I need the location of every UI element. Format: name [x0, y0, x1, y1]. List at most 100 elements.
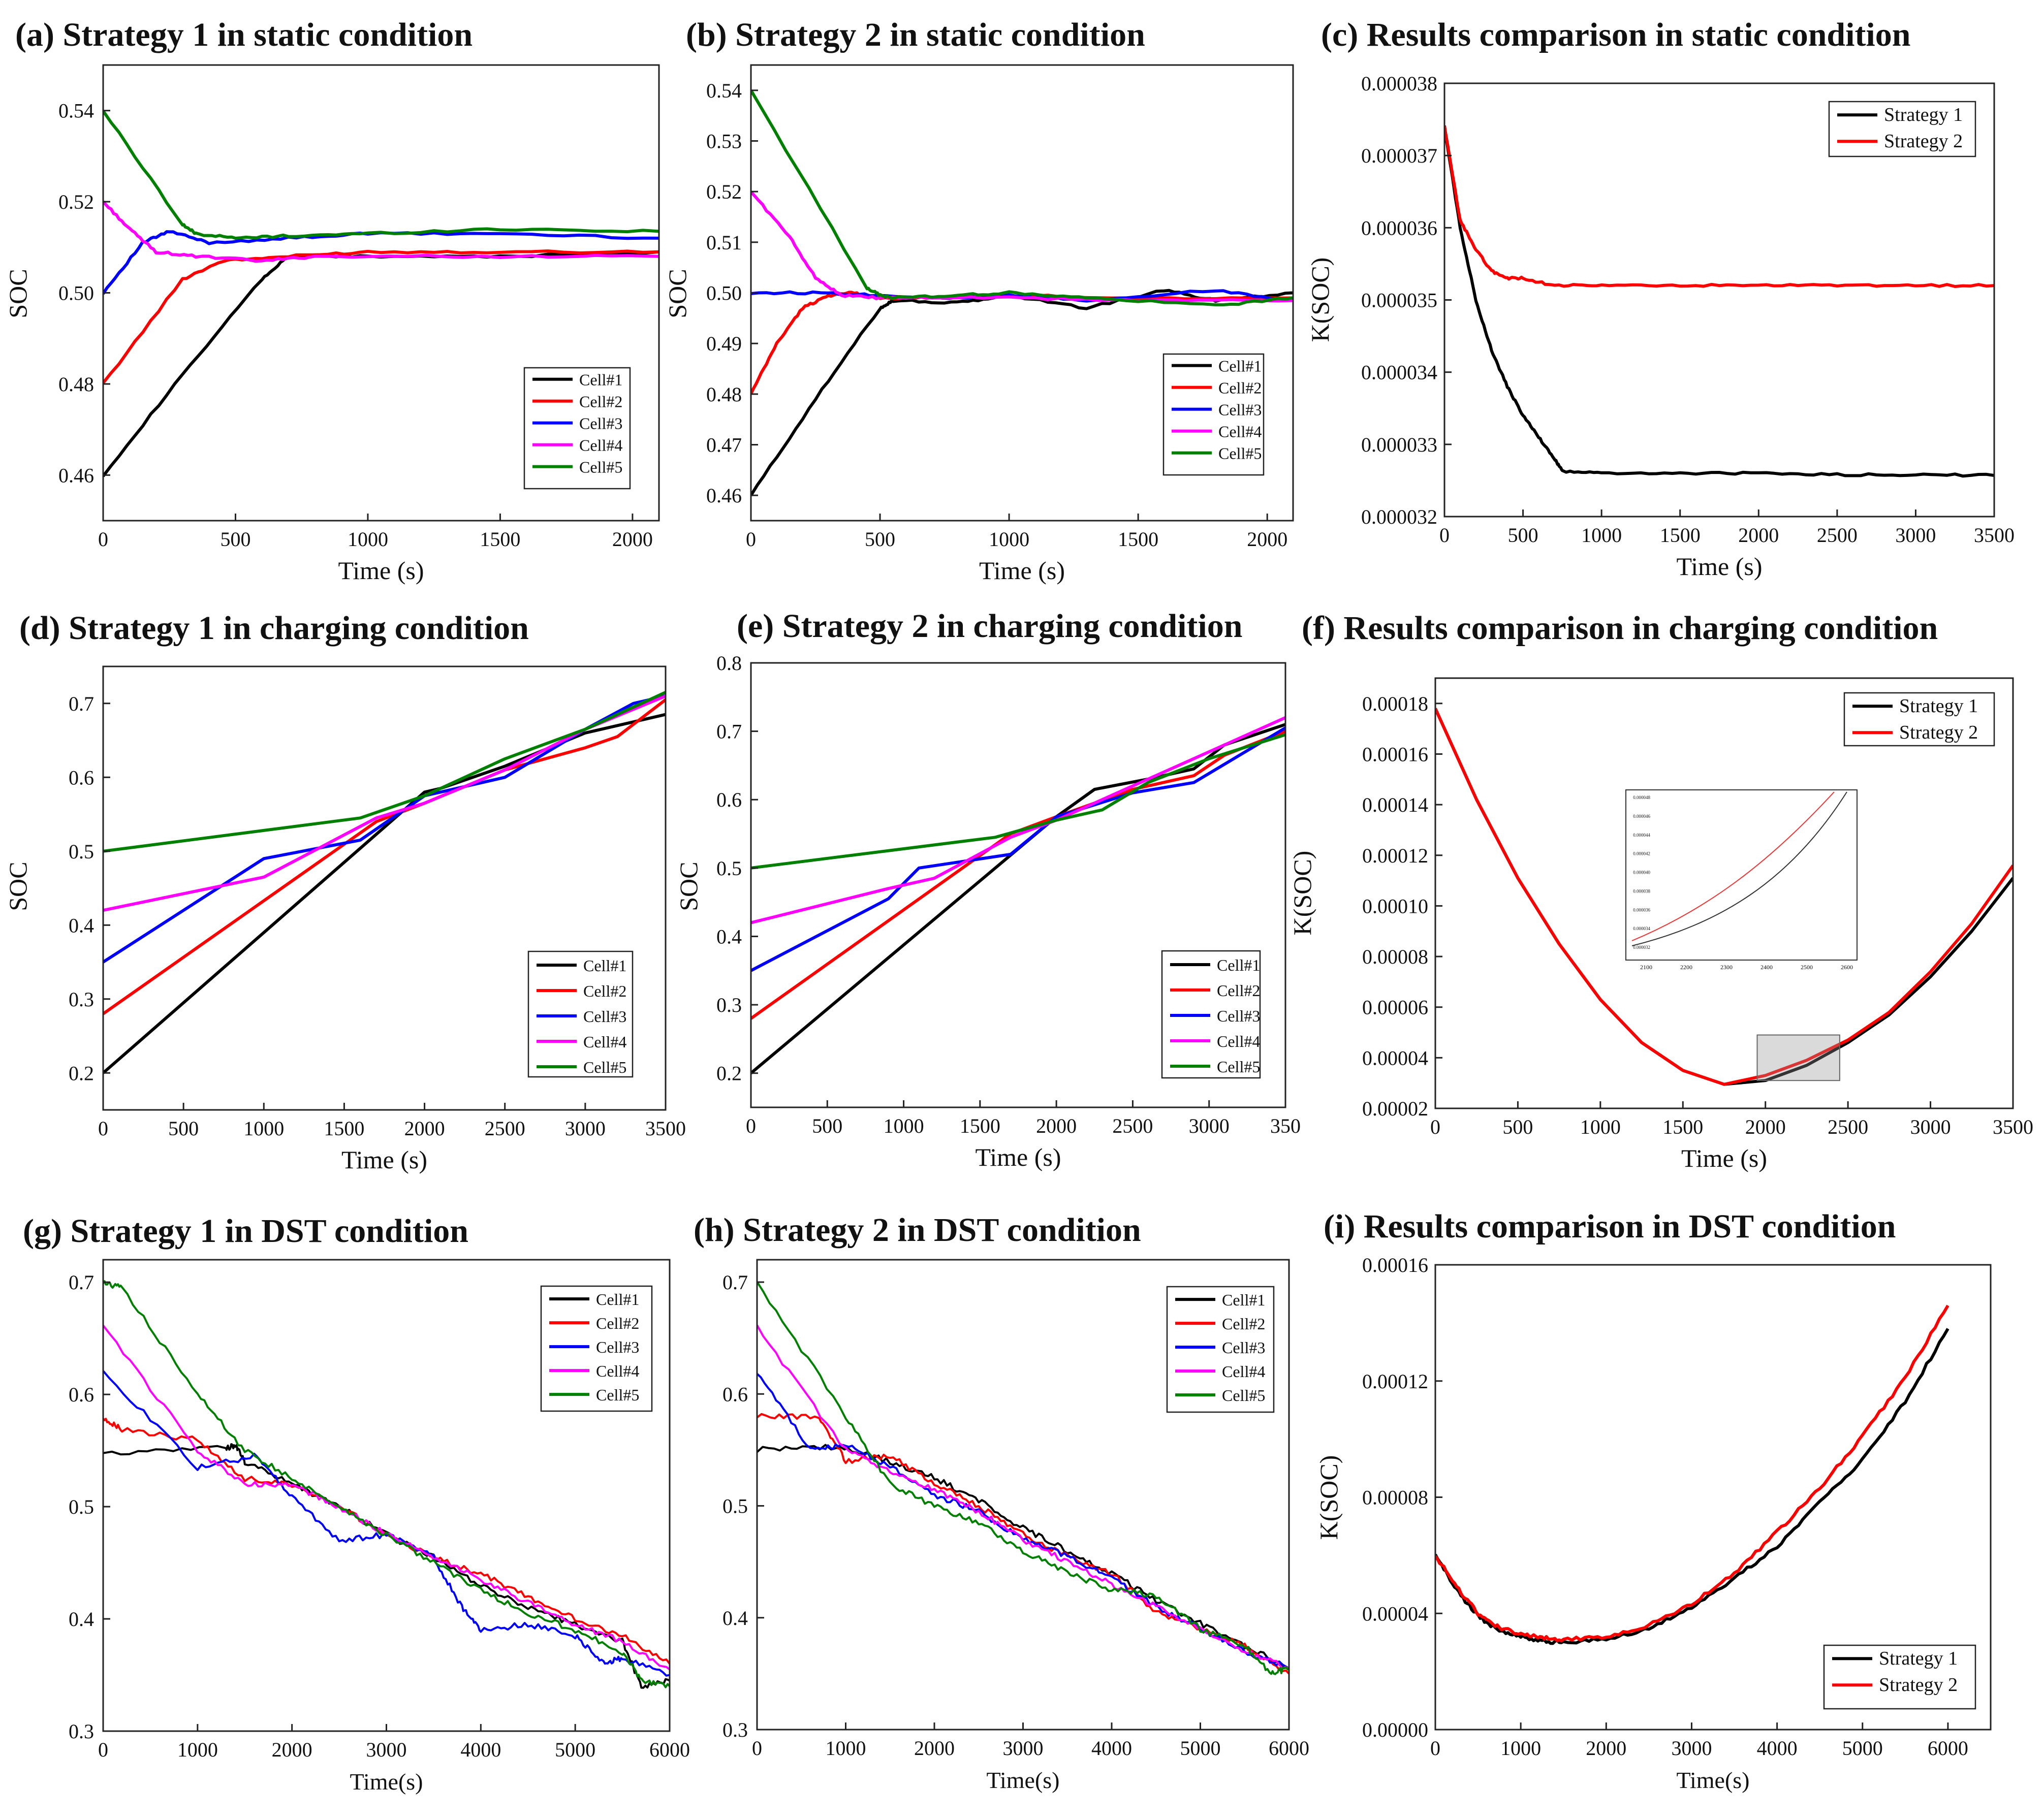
legend-label: Cell#5	[579, 458, 622, 476]
legend-label: Cell#3	[579, 414, 622, 433]
legend-label: Cell#1	[596, 1290, 639, 1309]
x-tick-label: 2000	[1036, 1114, 1077, 1137]
y-tick-label: 0.00006	[1362, 996, 1428, 1019]
x-tick-label: 2500	[1817, 524, 1858, 547]
y-tick-label: 0.4	[722, 1607, 748, 1630]
panel-title: (c) Results comparison in static conditi…	[1321, 16, 1910, 53]
x-tick-label: 2000	[1247, 528, 1287, 551]
x-tick-label: 2000	[1586, 1737, 1626, 1760]
y-tick-label: 0.00002	[1362, 1097, 1428, 1120]
legend-label: Cell#2	[596, 1314, 639, 1332]
series-group	[1435, 708, 2013, 1086]
x-tick-label: 6000	[1928, 1737, 1968, 1760]
x-axis-label: Time(s)	[1677, 1767, 1750, 1793]
x-axis-label: Time(s)	[987, 1767, 1060, 1793]
x-tick-label: 0	[1430, 1737, 1440, 1760]
inset-x-tick-label: 2500	[1801, 964, 1813, 971]
legend-label: Cell#1	[579, 371, 622, 389]
series-line-cell-5	[757, 1281, 1289, 1675]
panel-g: (g) Strategy 1 in DST condition 0 1000 2000…	[23, 1212, 690, 1795]
legend-label: Strategy 2	[1884, 131, 1963, 152]
y-tick-label: 0.5	[722, 1495, 748, 1518]
legend-label: Strategy 2	[1899, 722, 1978, 743]
legend: Strategy 1 Strategy 2	[1843, 692, 1995, 747]
series-group	[1444, 125, 1994, 478]
x-axis-label: Time (s)	[975, 1143, 1061, 1171]
x-tick-label: 0	[98, 528, 108, 551]
y-tick-label: 0.2	[716, 1062, 742, 1085]
legend-label: Strategy 1	[1884, 104, 1963, 125]
series-line-cell-4	[103, 200, 659, 263]
x-tick-label: 4000	[460, 1738, 501, 1761]
series-line-cell-1	[103, 713, 666, 1074]
y-tick-label: 0.5	[716, 857, 742, 880]
y-tick-label: 0.7	[716, 720, 742, 743]
x-tick-label: 3000	[1003, 1737, 1044, 1760]
inset-y-tick-label: 0.000032	[1633, 945, 1650, 950]
inset-x-tick-label: 2300	[1720, 964, 1733, 971]
legend-label: Cell#4	[1222, 1362, 1265, 1381]
y-tick-label: 0.3	[722, 1718, 748, 1741]
inset-y-tick-label: 0.000034	[1633, 926, 1650, 931]
panel-e: (e) Strategy 2 in charging condition 0 500…	[674, 608, 1301, 1171]
legend: Cell#1 Cell#2 Cell#3 Cell#4 Cell#5	[1166, 1286, 1275, 1413]
y-tick-label: 0.48	[58, 373, 94, 396]
x-axis-label: Time (s)	[338, 556, 424, 585]
x-tick-label: 500	[865, 528, 895, 551]
panel-f: (f) Results comparison in charging condi…	[1288, 610, 2033, 1172]
legend-label: Cell#2	[1218, 379, 1262, 397]
legend-label: Cell#1	[1222, 1291, 1265, 1309]
y-tick-label: 0.000037	[1361, 144, 1437, 167]
x-tick-label: 1500	[960, 1114, 1000, 1137]
y-tick-label: 0.00010	[1362, 895, 1428, 917]
legend-label: Cell#5	[1218, 444, 1262, 463]
series-group	[751, 89, 1293, 496]
plot-frame	[750, 662, 1286, 1108]
x-tick-label: 0	[746, 528, 756, 551]
series-line-strategy-1	[1435, 1328, 1949, 1645]
x-tick-label: 2000	[1738, 524, 1779, 547]
x-tick-label: 2000	[272, 1738, 312, 1761]
legend: Cell#1 Cell#2 Cell#3 Cell#4 Cell#5	[540, 1285, 653, 1412]
x-tick-label: 3500	[1974, 524, 2015, 547]
x-tick-label: 1000	[243, 1117, 284, 1140]
y-axis-label: SOC	[663, 269, 691, 318]
x-tick-label: 3000	[1189, 1114, 1230, 1137]
legend-label: Cell#5	[583, 1058, 626, 1076]
series-line-cell-3	[751, 726, 1285, 972]
legend-label: Cell#3	[596, 1338, 639, 1356]
y-tick-label: 0.00004	[1362, 1046, 1428, 1069]
series-line-strategy-1	[1444, 125, 1994, 478]
inset-y-tick-label: 0.000048	[1633, 795, 1650, 800]
y-tick-label: 0.50	[58, 282, 94, 305]
series-group	[1435, 1304, 1949, 1645]
y-tick-label: 0.2	[69, 1062, 94, 1084]
y-tick-label: 0.000033	[1361, 433, 1437, 456]
x-tick-label: 6000	[649, 1738, 690, 1761]
zoom-inset: 2100 2200 2300 2400 2500 2600 0.000032 0.000034…	[1625, 789, 1858, 971]
x-tick-label: 1000	[1581, 524, 1622, 547]
panel-c: (c) Results comparison in static conditi…	[1306, 16, 2015, 581]
x-tick-label: 0	[1430, 1115, 1440, 1138]
x-tick-label: 1500	[1660, 524, 1701, 547]
x-tick-label: 500	[812, 1114, 842, 1137]
x-tick-label: 0	[746, 1114, 756, 1137]
panel-title: (g) Strategy 1 in DST condition	[23, 1212, 468, 1250]
zoom-highlight-box	[1756, 1034, 1840, 1081]
x-tick-label: 3000	[1910, 1115, 1951, 1138]
y-tick-label: 0.00008	[1362, 945, 1428, 968]
x-tick-label: 1000	[826, 1737, 866, 1760]
y-tick-label: 0.00000	[1362, 1718, 1428, 1741]
legend-label: Cell#2	[579, 393, 622, 411]
x-tick-label: 2500	[1112, 1114, 1153, 1137]
x-axis-label: Time (s)	[1681, 1144, 1767, 1172]
y-tick-label: 0.46	[706, 484, 742, 507]
legend-label: Cell#1	[583, 956, 626, 975]
x-tick-label: 6000	[1269, 1737, 1309, 1760]
legend-label: Cell#2	[1217, 981, 1260, 1000]
legend-label: Cell#5	[596, 1386, 639, 1404]
x-tick-label: 3500	[645, 1117, 686, 1140]
y-tick-label: 0.3	[716, 994, 742, 1016]
x-tick-label: 1000	[1500, 1737, 1541, 1760]
y-tick-label: 0.6	[722, 1383, 748, 1406]
